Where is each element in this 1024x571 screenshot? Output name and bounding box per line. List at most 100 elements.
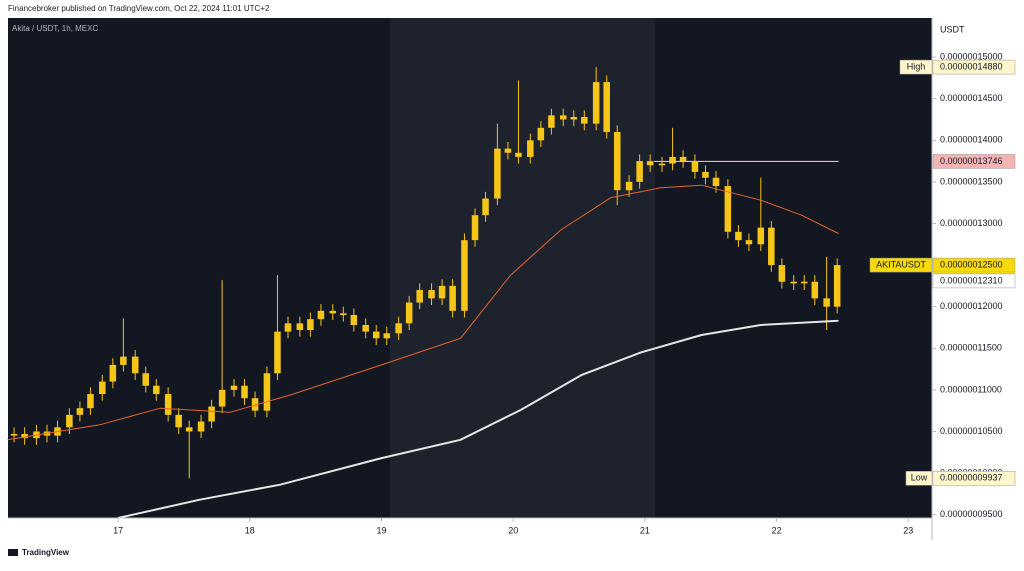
price-label: 0.00000009937 Low	[905, 471, 1016, 486]
candle-body	[702, 171, 709, 178]
candle-body	[669, 156, 676, 164]
branding: TradingView	[8, 548, 70, 557]
logo	[8, 549, 18, 556]
symbol-label: Akita / USDT, 1h, MEXC	[12, 24, 98, 33]
candle-body	[416, 290, 423, 303]
price-label: 0.00000012310	[932, 273, 1016, 289]
price-label: 0.00000014880 High	[899, 59, 1016, 75]
candle-body	[120, 356, 127, 365]
candle-body	[482, 198, 489, 216]
price-label-value: 0.00000013746	[940, 156, 1003, 166]
candle-body	[251, 398, 259, 411]
candle-body	[625, 181, 633, 191]
candle-body	[811, 281, 819, 299]
brand-name: TradingView	[22, 548, 70, 557]
candle-body	[691, 161, 699, 172]
candle-body	[559, 115, 567, 120]
y-tick-label: 0.00000009500	[940, 509, 1003, 519]
price-axis-unit: USDT	[940, 24, 965, 34]
candle-body	[372, 331, 380, 339]
candle-body	[757, 227, 765, 245]
price-label-box	[932, 471, 1016, 486]
candle-body	[164, 394, 172, 415]
candle-body	[66, 414, 73, 428]
candle-body	[405, 302, 413, 324]
x-tick-label: 22	[772, 525, 782, 535]
y-tick-label: 0.00000014000	[940, 135, 1003, 145]
candle-body	[329, 310, 337, 314]
candle-body	[362, 324, 369, 332]
candle-body	[449, 285, 456, 311]
session-highlight	[390, 18, 655, 518]
y-tick-label: 0.00000015000	[940, 51, 1003, 61]
candle-body	[218, 389, 226, 407]
candle-body	[175, 414, 182, 428]
candle-body	[307, 319, 314, 330]
candle-body	[613, 131, 621, 191]
candle-body	[99, 381, 106, 395]
price-label-tag-text: AKITAUSDT	[876, 259, 926, 269]
candle-body	[461, 240, 468, 311]
candle-body	[527, 140, 534, 157]
candle-body	[296, 323, 304, 330]
candle-body	[340, 313, 347, 316]
candle-body	[142, 373, 150, 386]
candle-body	[592, 82, 600, 124]
publish-note: Financebroker published on TradingView.c…	[8, 4, 270, 13]
price-label-box	[932, 273, 1016, 289]
candle-body	[735, 231, 742, 241]
x-tick-label: 23	[903, 525, 913, 535]
candle-body	[790, 281, 797, 284]
candle-body	[570, 117, 578, 120]
candle-body	[131, 356, 139, 374]
price-label-tag	[899, 59, 933, 75]
candle-body	[428, 290, 435, 299]
candle-body	[823, 298, 830, 307]
candle-body	[208, 406, 215, 422]
candle-body	[724, 186, 732, 232]
candle-body	[603, 82, 610, 132]
candle-body	[646, 161, 654, 166]
candle-body	[153, 385, 160, 395]
candle-body	[10, 433, 18, 436]
candle-body	[658, 163, 666, 166]
candle-body	[274, 331, 281, 374]
candle-body	[778, 265, 786, 282]
candle-body	[350, 315, 358, 325]
candle-body	[87, 394, 94, 409]
price-label-value: 0.00000012310	[940, 275, 1003, 285]
price-label-box	[932, 154, 1016, 169]
y-tick-label: 0.00000014500	[940, 93, 1003, 103]
candle-body	[471, 215, 479, 241]
candle-body	[185, 427, 193, 432]
price-label-box	[932, 59, 1016, 75]
candle-body	[284, 323, 292, 332]
price-label-value: 0.00000012500	[940, 259, 1003, 269]
y-tick-label: 0.00000010500	[940, 426, 1003, 436]
price-label-value: 0.00000009937	[940, 473, 1003, 483]
price-label-tag	[905, 471, 933, 486]
candle-body	[494, 148, 501, 199]
moving-average-line	[117, 319, 839, 519]
candle-body	[515, 152, 522, 157]
y-tick-label: 0.00000013000	[940, 218, 1003, 228]
candle-body	[383, 333, 391, 339]
price-label: 0.00000013746	[654, 154, 1016, 169]
candle-body	[263, 373, 271, 411]
candle-body	[581, 117, 588, 124]
candle-body	[76, 408, 84, 415]
x-tick-label: 20	[508, 525, 518, 535]
candle-body	[438, 285, 446, 299]
price-label-value: 0.00000014880	[940, 61, 1003, 71]
candle-body	[395, 323, 402, 334]
price-label-tag-text: Low	[911, 473, 928, 483]
candle-body	[21, 433, 28, 439]
candle-body	[548, 115, 555, 128]
candle-body	[197, 421, 205, 432]
y-tick-label: 0.00000011000	[940, 384, 1002, 394]
x-tick-label: 18	[245, 525, 255, 535]
x-tick-label: 17	[113, 525, 123, 535]
candle-body	[745, 240, 753, 245]
